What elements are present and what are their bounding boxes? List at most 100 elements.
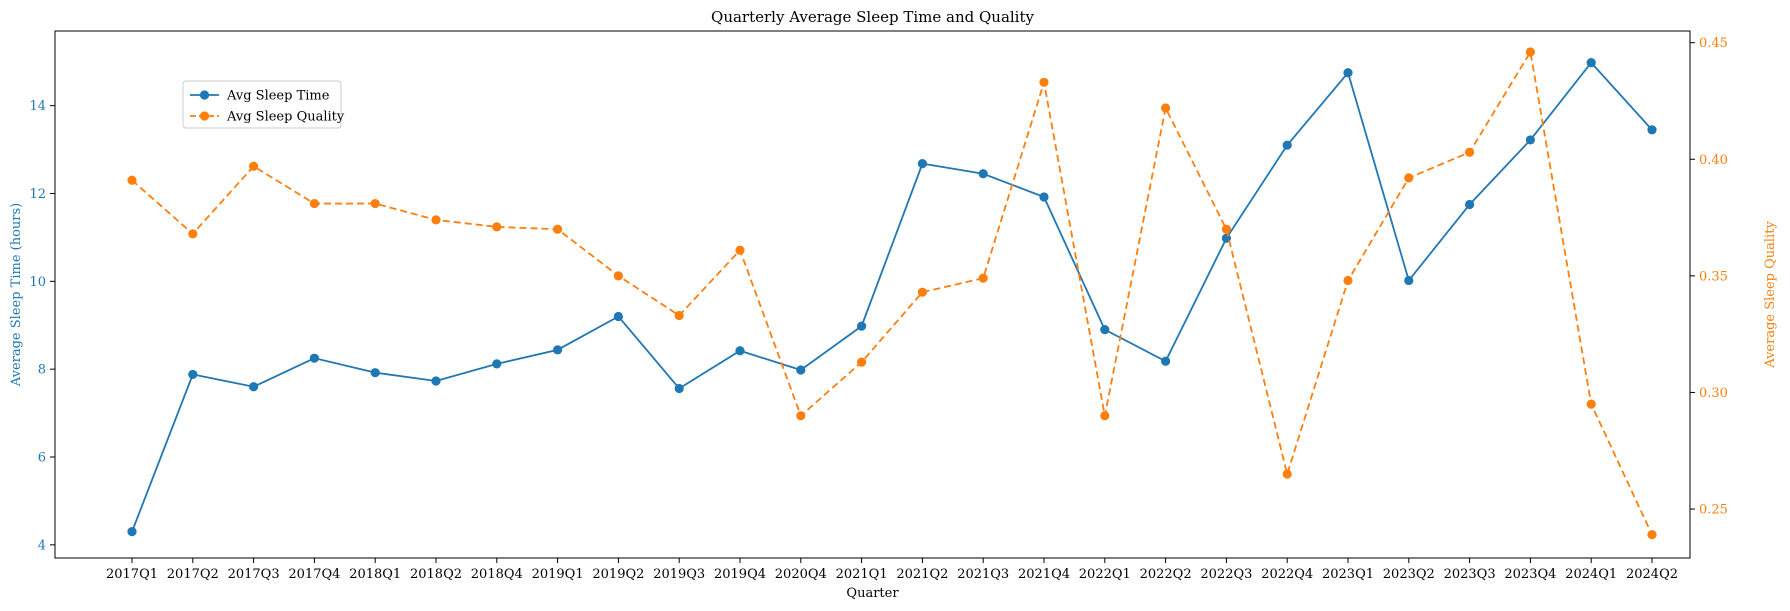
data-point <box>1221 224 1231 234</box>
data-point <box>857 357 867 367</box>
legend-marker <box>199 111 210 121</box>
x-tick-label: 2023Q3 <box>1444 567 1496 582</box>
x-tick-label: 2024Q1 <box>1565 567 1617 582</box>
y-right-tick-label: 0.40 <box>1699 153 1728 168</box>
y-right-tick-label: 0.45 <box>1699 36 1728 51</box>
plot-frame <box>54 30 1691 559</box>
data-point <box>127 175 137 185</box>
data-point <box>1404 275 1414 286</box>
data-point <box>1525 47 1535 57</box>
x-tick-label: 2022Q1 <box>1079 567 1131 582</box>
data-point <box>1039 77 1049 87</box>
series-avg-sleep-quality <box>127 47 1657 540</box>
y-right-tick-label: 0.35 <box>1699 269 1728 284</box>
data-point <box>917 159 928 169</box>
legend-marker <box>199 90 210 100</box>
legend-item: Avg Sleep Time <box>190 89 330 104</box>
x-tick-label: 2019Q2 <box>592 567 644 582</box>
data-point <box>1647 530 1657 540</box>
data-point <box>1100 325 1110 335</box>
data-point <box>1282 140 1292 150</box>
data-point <box>796 411 806 421</box>
data-point <box>1404 173 1414 183</box>
data-point <box>1039 192 1049 202</box>
data-point <box>553 224 563 234</box>
data-point <box>1647 125 1657 135</box>
data-point <box>978 273 988 283</box>
y-left-tick-label: 6 <box>38 450 46 465</box>
data-point <box>978 169 988 179</box>
x-tick-label: 2021Q1 <box>836 567 888 582</box>
data-point <box>1525 135 1535 145</box>
x-tick-label: 2018Q4 <box>471 567 523 582</box>
data-point <box>613 311 624 322</box>
x-tick-label: 2017Q3 <box>228 567 280 582</box>
x-tick-label: 2024Q2 <box>1626 567 1678 582</box>
data-point <box>249 161 259 171</box>
data-point <box>1465 199 1475 210</box>
data-point <box>127 527 137 537</box>
x-axis-label: Quarter <box>846 586 899 601</box>
data-point <box>1161 103 1171 113</box>
legend: Avg Sleep Time Avg Sleep Quality <box>182 80 345 129</box>
data-point <box>553 345 563 355</box>
y-axis-right: 0.25 0.30 0.35 0.40 0.45 <box>1690 36 1728 518</box>
data-point <box>188 229 198 239</box>
y-left-tick-label: 8 <box>38 363 46 378</box>
data-point <box>492 359 502 369</box>
data-point <box>1586 58 1596 68</box>
data-point <box>370 368 380 378</box>
data-point <box>492 222 502 232</box>
x-tick-label: 2019Q3 <box>653 567 705 582</box>
x-tick-label: 2019Q1 <box>532 567 584 582</box>
x-tick-label: 2022Q3 <box>1200 567 1252 582</box>
x-tick-label: 2018Q2 <box>410 567 462 582</box>
x-tick-label: 2022Q2 <box>1140 567 1192 582</box>
x-tick-label: 2023Q1 <box>1322 567 1374 582</box>
data-point <box>309 353 319 363</box>
plot-area <box>127 47 1657 540</box>
x-tick-label: 2019Q4 <box>714 567 766 582</box>
x-tick-label: 2020Q4 <box>775 567 827 582</box>
data-point <box>431 376 441 386</box>
chart-title: Quarterly Average Sleep Time and Quality <box>711 8 1034 26</box>
data-point <box>735 346 745 356</box>
data-point <box>309 198 319 209</box>
legend-item: Avg Sleep Quality <box>190 110 345 125</box>
data-point <box>249 382 259 392</box>
data-point <box>370 198 380 209</box>
data-point <box>1282 469 1292 479</box>
data-point <box>674 310 684 321</box>
data-point <box>917 287 928 297</box>
data-point <box>735 245 745 255</box>
data-point <box>1343 68 1353 78</box>
y-right-tick-label: 0.25 <box>1699 503 1728 518</box>
series-line <box>131 61 1653 532</box>
x-tick-label: 2018Q1 <box>349 567 401 582</box>
x-tick-label: 2021Q4 <box>1018 567 1070 582</box>
y-left-tick-label: 14 <box>29 99 46 114</box>
data-point <box>857 321 867 331</box>
x-tick-label: 2017Q1 <box>106 567 158 582</box>
x-axis: 2017Q1 2017Q2 2017Q3 2017Q4 2018Q1 2018Q2 2018… <box>106 558 1678 582</box>
data-point <box>613 271 624 281</box>
data-point <box>1465 147 1475 157</box>
x-tick-label: 2017Q2 <box>167 567 219 582</box>
y-left-tick-label: 12 <box>29 187 46 202</box>
data-point <box>188 369 198 380</box>
x-tick-label: 2023Q2 <box>1383 567 1435 582</box>
x-tick-label: 2021Q2 <box>896 567 948 582</box>
y-axis-right-label: Average Sleep Quality <box>1763 221 1778 369</box>
series-avg-sleep-time <box>127 58 1657 537</box>
data-point <box>1161 356 1171 366</box>
data-point <box>1586 399 1596 409</box>
y-left-tick-label: 4 <box>38 538 46 553</box>
data-point <box>1100 411 1110 421</box>
data-point <box>674 383 684 394</box>
y-axis-left-label: Average Sleep Time (hours) <box>9 203 24 388</box>
x-tick-label: 2023Q4 <box>1504 567 1556 582</box>
x-tick-label: 2017Q4 <box>288 567 340 582</box>
y-left-tick-label: 10 <box>29 275 46 290</box>
x-tick-label: 2021Q3 <box>957 567 1009 582</box>
